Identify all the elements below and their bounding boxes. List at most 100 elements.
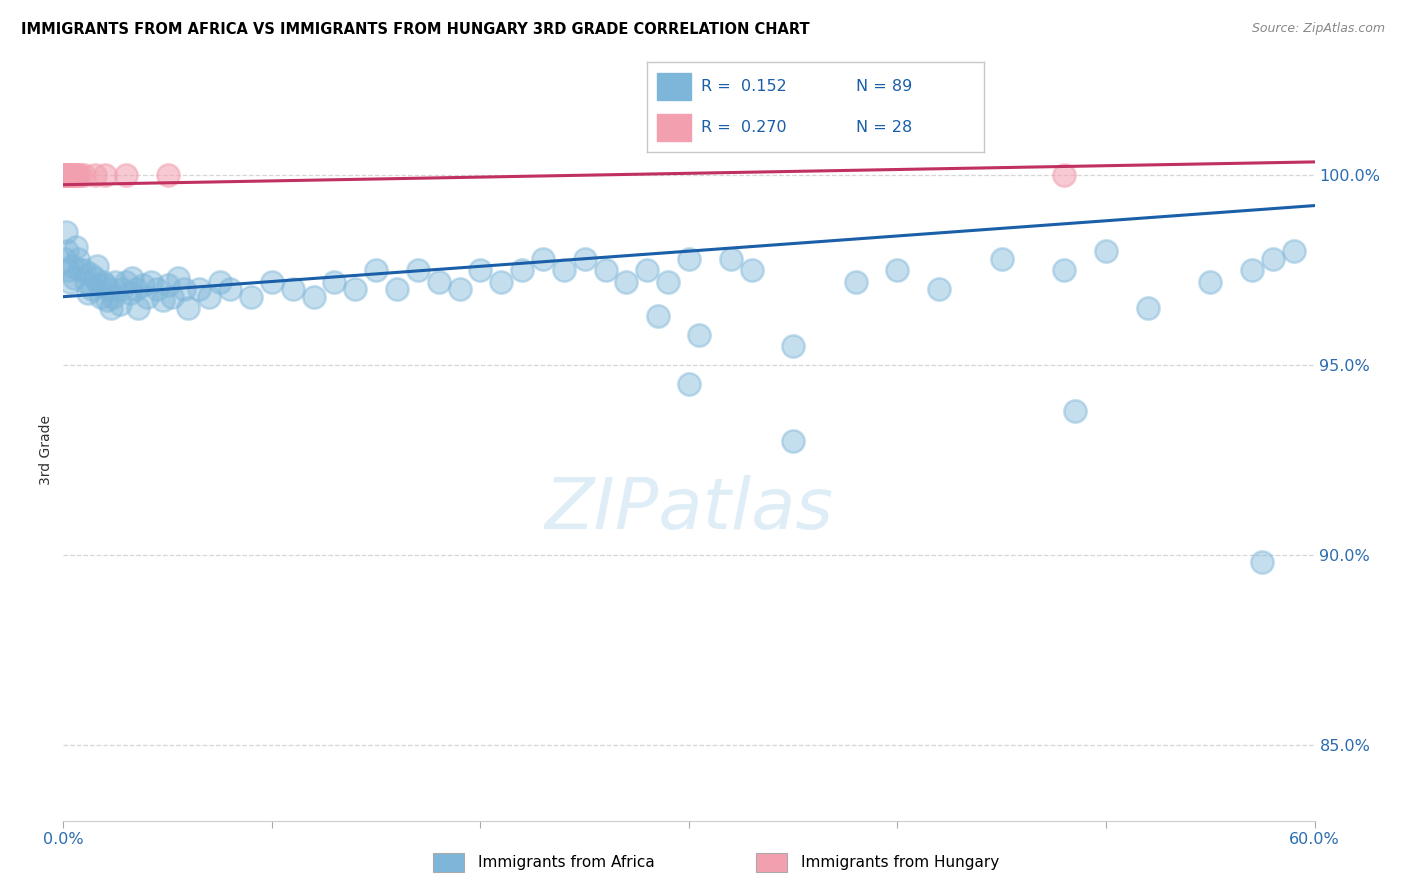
Point [574, 252, 596, 266]
Point [62, 270, 84, 285]
Point [55, 225, 77, 239]
Point [62, 168, 84, 182]
Point [1136, 301, 1159, 315]
Point [55, 168, 77, 182]
Point [385, 282, 408, 296]
Point [139, 275, 162, 289]
Point [83, 168, 105, 182]
FancyBboxPatch shape [657, 73, 690, 100]
Point [281, 282, 304, 296]
Point [344, 282, 367, 296]
Point [470, 263, 492, 277]
Point [1053, 263, 1076, 277]
Point [77, 285, 100, 300]
Point [1282, 244, 1305, 259]
Point [323, 275, 346, 289]
Point [595, 263, 617, 277]
Point [160, 290, 183, 304]
Point [75, 275, 97, 289]
Point [146, 282, 169, 296]
Point [58, 168, 80, 182]
Point [58, 168, 80, 182]
Point [65, 168, 87, 182]
Point [208, 275, 231, 289]
Point [60, 168, 83, 182]
Point [127, 301, 149, 315]
Text: N = 89: N = 89 [856, 79, 912, 94]
Point [1251, 556, 1274, 570]
Point [115, 168, 138, 182]
Point [121, 270, 143, 285]
Point [62, 168, 84, 182]
Point [782, 434, 804, 448]
Point [66, 168, 89, 182]
Point [60, 168, 83, 182]
Point [928, 282, 950, 296]
Point [100, 301, 122, 315]
Point [219, 282, 242, 296]
Point [491, 275, 513, 289]
Point [60, 260, 83, 274]
Point [55, 168, 77, 182]
Text: Immigrants from Africa: Immigrants from Africa [478, 855, 655, 870]
Point [131, 278, 153, 293]
Point [152, 293, 174, 308]
Point [449, 282, 471, 296]
Point [1053, 168, 1076, 182]
Point [427, 275, 450, 289]
Point [94, 168, 117, 182]
Point [103, 290, 125, 304]
Point [69, 263, 91, 277]
Point [135, 290, 157, 304]
Text: R =  0.152: R = 0.152 [700, 79, 786, 94]
Point [156, 168, 179, 182]
Point [53, 252, 76, 266]
Point [741, 263, 763, 277]
Point [657, 275, 679, 289]
Point [96, 293, 118, 308]
Point [56, 168, 79, 182]
Point [53, 168, 76, 182]
Text: ZIPatlas: ZIPatlas [544, 475, 834, 544]
Point [886, 263, 908, 277]
Point [53, 168, 76, 182]
Point [156, 278, 179, 293]
Point [636, 263, 658, 277]
Point [98, 282, 121, 296]
Point [73, 263, 96, 277]
Point [125, 282, 148, 296]
Point [177, 301, 200, 315]
Point [366, 263, 388, 277]
Point [1199, 275, 1222, 289]
Text: Immigrants from Hungary: Immigrants from Hungary [801, 855, 1000, 870]
Point [56, 168, 79, 182]
Point [198, 290, 221, 304]
Point [104, 275, 127, 289]
Point [60, 168, 83, 182]
Point [63, 168, 86, 182]
Y-axis label: 3rd Grade: 3rd Grade [39, 416, 53, 485]
Point [302, 290, 325, 304]
Point [79, 267, 101, 281]
Point [647, 309, 669, 323]
Point [1095, 244, 1118, 259]
Point [115, 275, 138, 289]
Point [406, 263, 429, 277]
Text: N = 28: N = 28 [856, 120, 912, 135]
Point [87, 278, 110, 293]
Point [678, 377, 700, 392]
Point [59, 168, 82, 182]
Point [58, 263, 80, 277]
Text: IMMIGRANTS FROM AFRICA VS IMMIGRANTS FROM HUNGARY 3RD GRADE CORRELATION CHART: IMMIGRANTS FROM AFRICA VS IMMIGRANTS FRO… [21, 22, 810, 37]
Point [1241, 263, 1264, 277]
Point [94, 278, 117, 293]
Point [65, 240, 87, 254]
Point [66, 252, 89, 266]
Point [82, 282, 104, 296]
Point [55, 168, 77, 182]
Point [782, 339, 804, 353]
Point [991, 252, 1014, 266]
Point [1261, 252, 1284, 266]
Point [688, 327, 710, 342]
FancyBboxPatch shape [657, 114, 690, 141]
